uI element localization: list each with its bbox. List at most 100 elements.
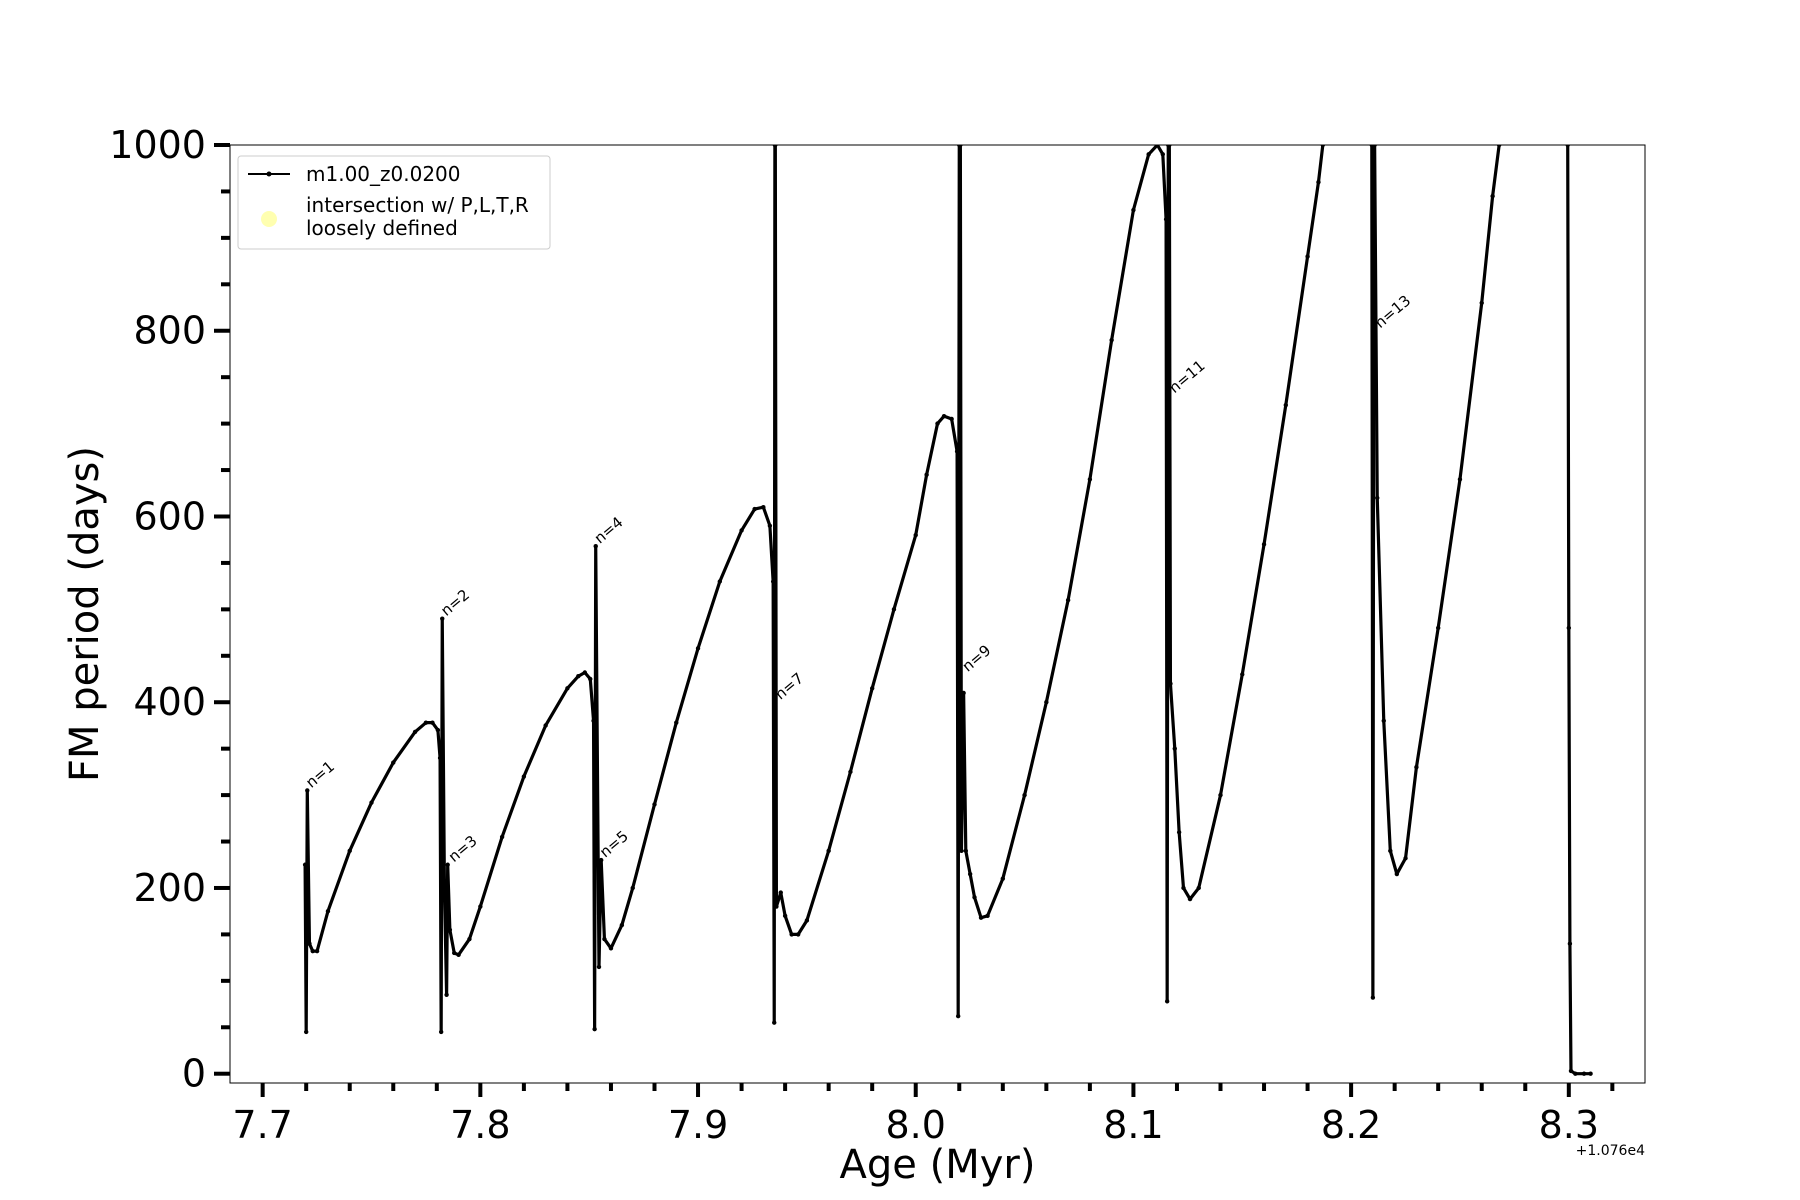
series-point <box>1109 337 1114 343</box>
x-tick-label: 7.7 <box>232 1103 292 1147</box>
series-point <box>761 505 766 510</box>
series-point <box>1167 145 1172 148</box>
x-tick-label: 8.1 <box>1103 1103 1163 1147</box>
series-point <box>1196 885 1201 891</box>
y-axis-label: FM period (days) <box>62 446 108 782</box>
series-point <box>826 848 831 854</box>
series-point <box>307 941 312 946</box>
series-point <box>444 992 449 997</box>
series-point <box>435 727 441 733</box>
series-point <box>588 676 593 682</box>
series-point <box>430 720 435 725</box>
series-point <box>913 532 918 538</box>
series-point <box>1283 402 1289 408</box>
series-point <box>423 720 429 725</box>
y-tick-label: 200 <box>133 866 206 910</box>
x-tick-label: 8.2 <box>1321 1103 1381 1147</box>
series-point <box>967 871 973 877</box>
series-point <box>985 913 990 919</box>
series-point <box>1588 1071 1593 1076</box>
legend-line-marker <box>266 171 272 177</box>
series-point <box>596 964 602 970</box>
series-point <box>593 544 598 549</box>
series-point <box>1155 145 1160 148</box>
x-tick-label: 8.0 <box>886 1103 946 1147</box>
series-point <box>442 885 447 891</box>
series-point <box>1375 495 1380 501</box>
series-point <box>848 769 853 775</box>
series-point <box>869 686 875 691</box>
series-point <box>1496 145 1502 148</box>
series-point <box>978 915 984 920</box>
series-point <box>582 670 588 675</box>
series-point <box>412 729 418 735</box>
series-point <box>1181 885 1186 891</box>
series-point <box>1370 995 1376 1000</box>
series-point <box>445 862 450 867</box>
legend-marker-swatch <box>261 211 277 227</box>
x-axis: 7.7 7.8 7.9 8.0 8.1 8.2 8.3 <box>232 1083 1615 1147</box>
series-point <box>1403 856 1408 861</box>
series-point <box>478 904 483 909</box>
series-point <box>1187 896 1193 902</box>
series-point <box>959 848 964 854</box>
series-point <box>772 1020 777 1025</box>
series-point <box>598 857 604 863</box>
y-tick-label: 800 <box>133 309 206 353</box>
series-point <box>499 834 505 840</box>
legend-box <box>237 155 551 250</box>
series-point <box>602 936 607 942</box>
series-point <box>1581 1071 1587 1076</box>
legend-label: intersection w/ P,L,T,R <box>306 193 529 217</box>
series-point <box>438 1029 444 1035</box>
series-point <box>608 946 614 951</box>
series-point <box>717 579 723 584</box>
series-point <box>958 145 963 148</box>
series-point <box>1000 876 1006 881</box>
series-point <box>314 948 320 954</box>
series-group <box>302 145 1593 1076</box>
series-point <box>369 800 374 805</box>
series-point <box>767 523 773 528</box>
series-point <box>674 720 679 725</box>
series-point <box>774 904 779 909</box>
series-point <box>773 145 778 148</box>
y-tick-label: 600 <box>133 494 206 538</box>
series-point <box>391 760 396 765</box>
series-point <box>1573 1071 1578 1076</box>
series-point <box>325 908 331 914</box>
series-line <box>303 145 777 1034</box>
series-point <box>1240 672 1245 677</box>
series-point <box>695 646 701 651</box>
series-point <box>949 416 954 422</box>
series-point <box>789 932 794 937</box>
series-point <box>955 1013 961 1019</box>
series-point <box>954 449 960 454</box>
series-point <box>770 579 776 584</box>
series-point <box>1320 145 1326 148</box>
series-point <box>1316 179 1321 185</box>
series-point <box>1490 193 1495 199</box>
series-point <box>963 848 968 854</box>
series-point <box>1435 625 1441 631</box>
series-point <box>1044 700 1049 705</box>
x-tick-label: 7.9 <box>668 1103 728 1147</box>
series-point <box>1394 871 1400 877</box>
series-point <box>1160 152 1166 157</box>
series-point <box>630 885 635 891</box>
series-point <box>565 686 570 691</box>
series-point <box>1164 999 1170 1004</box>
series-point <box>972 895 977 900</box>
series-point <box>1065 597 1071 603</box>
series-point <box>752 506 757 512</box>
series-point <box>1087 477 1093 482</box>
axes-frame <box>229 144 1646 1084</box>
legend: m1.00_z0.0200 intersection w/ P,L,T,Rloos… <box>237 155 551 250</box>
series-point <box>961 690 966 696</box>
series-point <box>1568 1068 1574 1074</box>
series-point <box>303 1029 309 1035</box>
series-point <box>1163 217 1169 222</box>
series-point <box>456 952 461 958</box>
series-point <box>1567 941 1573 946</box>
series-point <box>1565 145 1570 148</box>
